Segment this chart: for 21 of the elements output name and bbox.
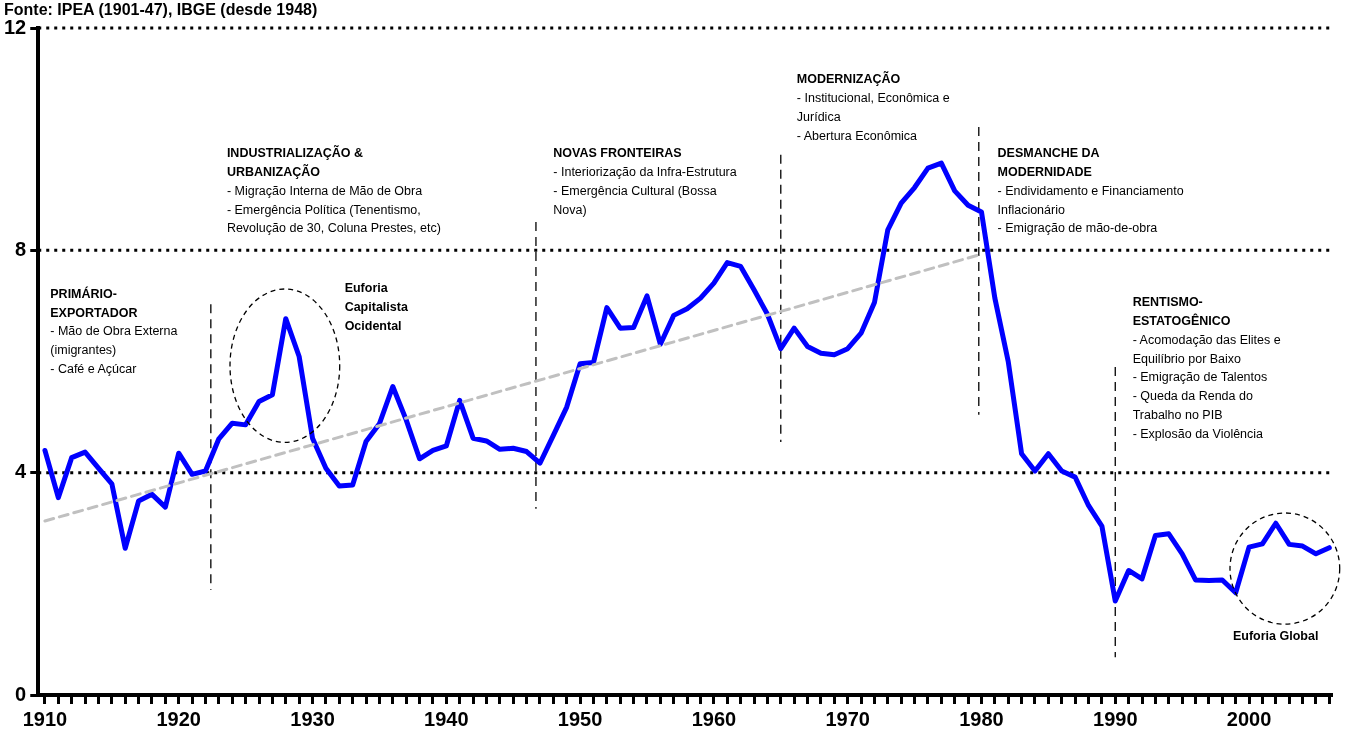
- annotation: RENTISMO- ESTATOGÊNICO - Acomodação das Elites e Equilíbrio por Baixo - Emigração de Talentos - Queda da Renda do Trabalho no PIB - Explosão da Violência: [1132, 294, 1281, 443]
- x-tick-label: 1950: [557, 707, 603, 730]
- x-tick-label: 1920: [156, 707, 201, 730]
- annotation: MODERNIZAÇÃO - Institucional, Econômica e Jurídica - Abertura Econômica: [796, 70, 950, 145]
- y-tick-label: 4: [15, 460, 28, 483]
- x-tick-label: 1940: [424, 707, 469, 730]
- annotation: Euforia Global: [1232, 628, 1319, 646]
- annotation: INDUSTRIALIZAÇÃO & URBANIZAÇÃO - Migração Interna de Mão de Obra - Emergência Política (Tenentismo, Revolução de 30, Coluna Prestes, etc): [226, 144, 441, 238]
- x-tick-label: 1970: [825, 707, 870, 730]
- annotation: Euforia Capitalista Ocidental: [344, 280, 408, 335]
- y-tick-label: 8: [15, 237, 27, 260]
- annotation: NOVAS FRONTEIRAS - Interiorização da Infra-Estrutura - Emergência Cultural (Bossa Nova): [553, 145, 737, 219]
- annotation: PRIMÁRIO- EXPORTADOR - Mão de Obra Externa (imigrantes) - Café e Açúcar: [50, 285, 178, 378]
- x-tick-label: 1990: [1093, 707, 1138, 730]
- x-tick-label: 2000: [1226, 707, 1272, 730]
- annotation: DESMANCHE DA MODERNIDADE - Endividamento e Financiamento Inflacionário - Emigração de mão-de-obra: [997, 145, 1184, 238]
- x-tick-label: 1980: [959, 707, 1004, 730]
- x-tick-label: 1910: [22, 707, 68, 730]
- x-tick-label: 1930: [290, 707, 335, 730]
- x-tick-label: 1960: [691, 707, 737, 730]
- y-tick-label: 0: [15, 682, 27, 705]
